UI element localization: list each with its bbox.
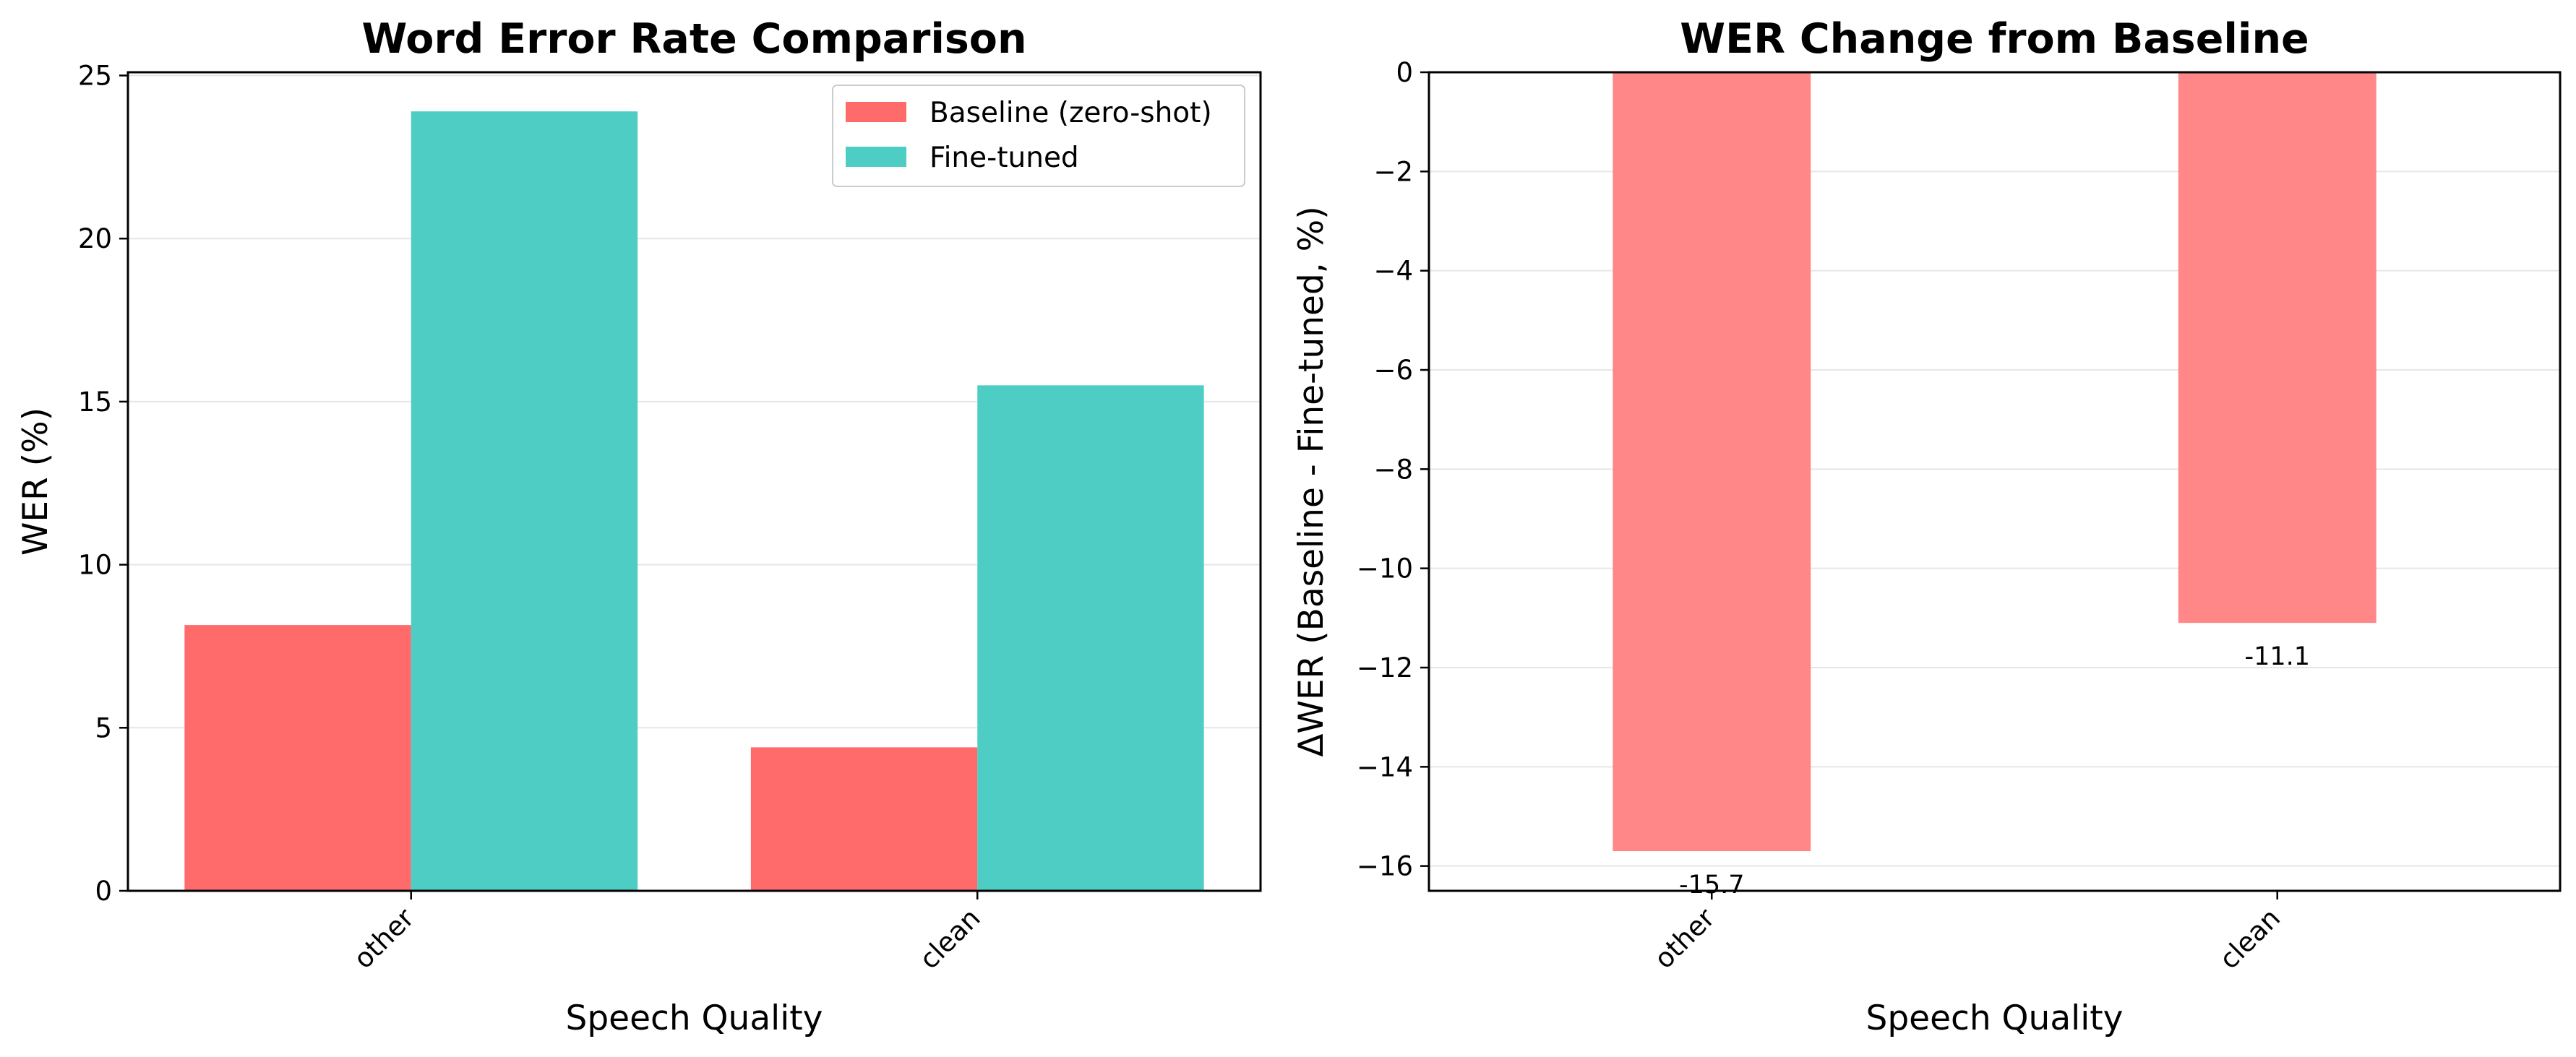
legend-label-fine-tuned: Fine-tuned [929,142,1079,174]
y-tick-label: −12 [1357,652,1413,683]
bar-other-baseline [184,625,411,891]
legend: Baseline (zero-shot) Fine-tuned [832,85,1245,187]
left-y-axis-label: WER (%) [16,407,56,556]
y-tick-label: −10 [1357,553,1413,584]
left-plot-frame [126,71,1262,892]
right-chart-title: WER Change from Baseline [1680,15,2309,63]
right-bars [1613,72,2377,852]
bar-clean-fine-tuned [977,385,1204,891]
y-tick-label: 20 [78,223,112,254]
y-tick-label: 0 [95,876,112,907]
legend-swatch-baseline [846,102,906,122]
right-y-axis-label: ΔWER (Baseline - Fine-tuned, %) [1292,206,1331,756]
y-tick-label: 5 [95,712,112,743]
right-x-axis-label: Speech Quality [1866,998,2123,1038]
legend-box [832,85,1245,187]
y-tick-label: −14 [1357,751,1413,782]
legend-swatch-fine-tuned [846,147,906,167]
legend-label-baseline: Baseline (zero-shot) [929,97,1212,129]
data-label-clean: -11.1 [2244,642,2310,671]
bar-clean-delta [2178,72,2377,624]
data-label-other: -15.7 [1679,871,1745,899]
bar-clean-baseline [750,747,978,891]
y-tick-label: 25 [78,61,112,92]
bar-other-fine-tuned [411,111,638,891]
y-tick-label: −4 [1373,256,1413,287]
bar-other-delta [1613,72,1811,852]
y-tick-label: 10 [78,550,112,581]
left-x-axis-label: Speech Quality [565,998,823,1038]
y-tick-label: −16 [1357,851,1413,882]
y-tick-label: −8 [1373,454,1413,485]
y-tick-label: −2 [1373,156,1413,187]
y-tick-label: 0 [1396,57,1413,88]
right-plot-frame [1427,71,2562,892]
y-tick-label: 15 [78,387,112,418]
left-chart-title: Word Error Rate Comparison [361,15,1026,63]
y-tick-label: −6 [1373,355,1413,386]
right-data-labels: -15.7 -11.1 [1679,642,2310,899]
left-bars [184,111,1204,891]
